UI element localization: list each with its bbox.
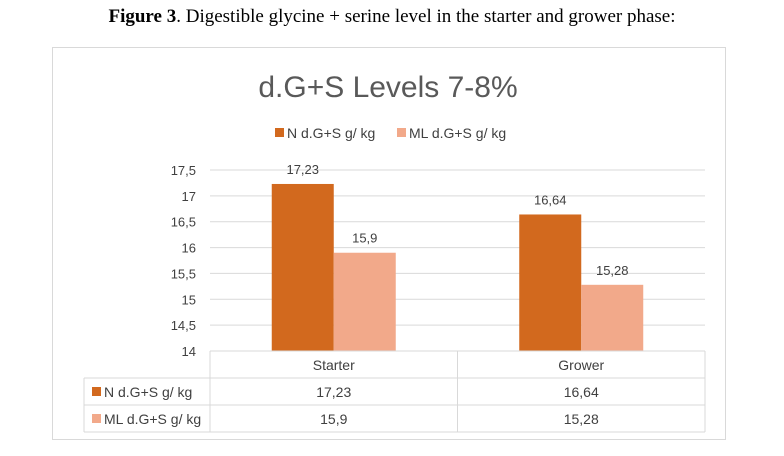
data-table: Starter Grower N d.G+S g/ kg 17,23 16,64 ML d… <box>83 350 706 433</box>
bar-ml-grower <box>581 284 644 351</box>
x-category-label: Starter <box>313 357 355 373</box>
bar-n-grower <box>519 214 582 351</box>
data-label: 15,9 <box>352 231 377 246</box>
y-tick-label: 17 <box>182 189 196 204</box>
legend-key-ml <box>397 128 406 137</box>
data-label: 17,23 <box>286 162 319 177</box>
table-cell: 17,23 <box>316 384 351 400</box>
legend-label-ml: ML d.G+S g/ kg <box>409 125 506 141</box>
y-tick-label: 15,5 <box>171 266 196 281</box>
figure-number: Figure 3 <box>108 6 177 27</box>
y-tick-label: 16,5 <box>171 215 196 230</box>
table-cell: 16,64 <box>564 384 599 400</box>
legend-key-n <box>275 128 284 137</box>
figure-caption: Figure 3. Digestible glycine + serine le… <box>0 6 784 28</box>
legend: N d.G+S g/ kg ML d.G+S g/ kg <box>275 125 506 141</box>
table-series-name: ML d.G+S g/ kg <box>104 411 201 427</box>
chart-frame <box>52 47 726 440</box>
y-tick-label: 17,5 <box>171 163 196 178</box>
y-tick-label: 14 <box>182 344 196 359</box>
bars <box>271 183 644 351</box>
table-cell: 15,28 <box>564 411 599 427</box>
labels: 14 14,5 15 15,5 16 16,5 17 17,5 17,23 16,64 15,9 15… <box>171 162 629 359</box>
y-tick-label: 15 <box>182 292 196 307</box>
table-legend-key <box>92 414 101 423</box>
data-label: 16,64 <box>534 192 567 207</box>
legend-label-n: N d.G+S g/ kg <box>287 125 375 141</box>
table-cell: 15,9 <box>320 411 347 427</box>
y-tick-label: 16 <box>182 241 196 256</box>
bar-ml-starter <box>333 252 396 351</box>
y-tick-label: 14,5 <box>171 318 196 333</box>
figure-caption-text: . Digestible glycine + serine level in t… <box>176 6 676 27</box>
bar-n-starter <box>271 183 334 351</box>
table-series-name: N d.G+S g/ kg <box>104 384 192 400</box>
data-label: 15,28 <box>596 263 629 278</box>
table-legend-key <box>92 387 101 396</box>
chart-title: d.G+S Levels 7-8% <box>258 71 517 104</box>
x-category-label: Grower <box>558 357 604 373</box>
